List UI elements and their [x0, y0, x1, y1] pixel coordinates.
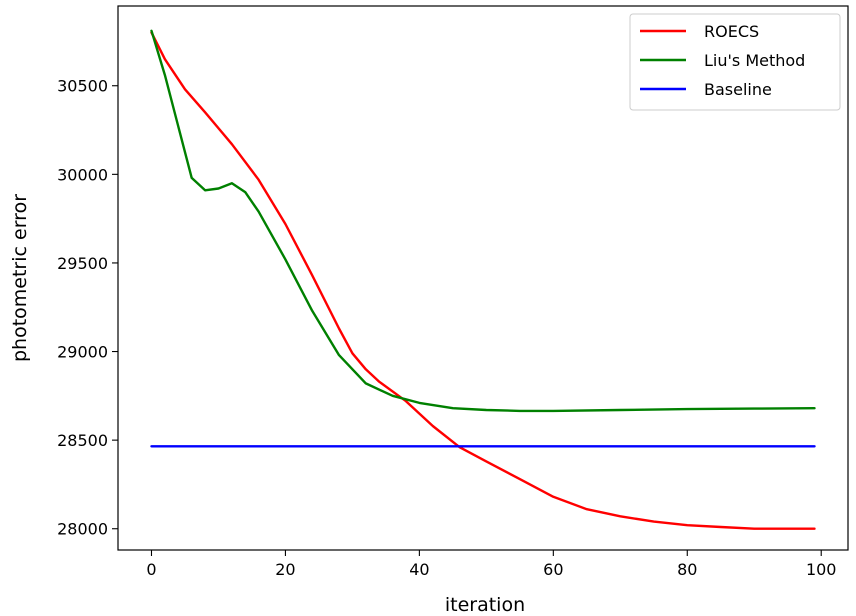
legend-box — [629, 13, 841, 111]
y-tick-label: 29000 — [57, 343, 108, 362]
x-tick-label: 60 — [543, 560, 563, 579]
legend: ROECS Liu's Method Baseline — [629, 13, 841, 111]
legend-label-baseline: Baseline — [704, 80, 772, 99]
legend-label-liu-s-method: Liu's Method — [704, 51, 805, 70]
legend-label-roecs: ROECS — [704, 22, 759, 41]
x-tick-label: 100 — [806, 560, 837, 579]
x-tick-label: 20 — [275, 560, 295, 579]
series-line-liu-s-method — [150, 29, 816, 413]
x-tick-label: 40 — [409, 560, 429, 579]
y-axis-label: photometric error — [9, 194, 31, 362]
y-axis-ticks: 28000 28500 29000 29500 30000 30500 — [57, 77, 118, 539]
x-axis-label: iteration — [445, 594, 525, 616]
y-tick-label: 30500 — [57, 77, 108, 96]
series-line-roecs — [150, 31, 816, 530]
x-tick-label: 80 — [677, 560, 697, 579]
plot-frame — [117, 5, 849, 551]
x-tick-label: 0 — [146, 560, 156, 579]
y-tick-label: 29500 — [57, 254, 108, 273]
y-tick-label: 30000 — [57, 165, 108, 184]
x-axis-ticks: 0 20 40 60 80 100 — [146, 550, 836, 579]
y-tick-label: 28500 — [57, 431, 108, 450]
series-layer — [150, 29, 816, 530]
y-tick-label: 28000 — [57, 520, 108, 539]
